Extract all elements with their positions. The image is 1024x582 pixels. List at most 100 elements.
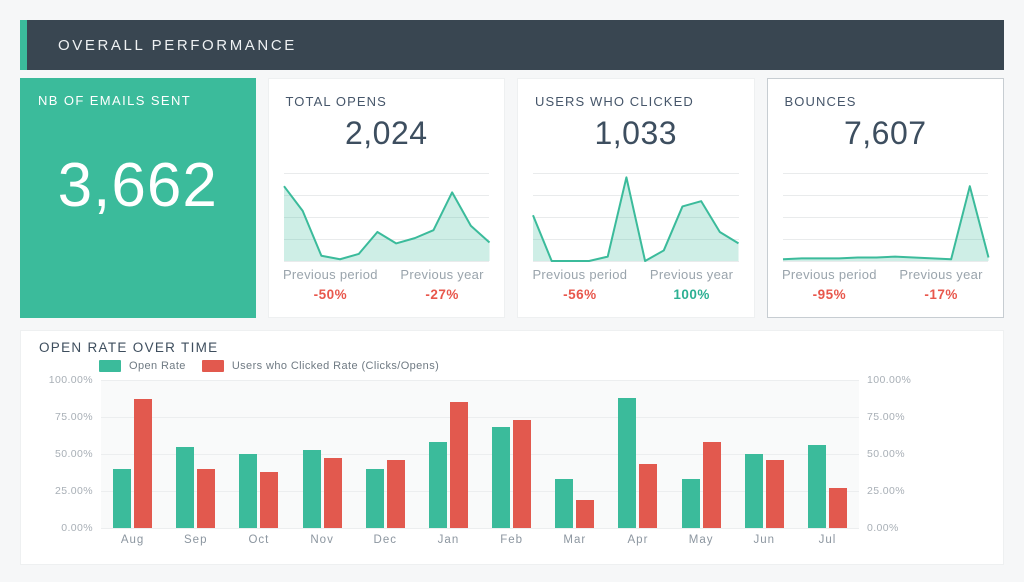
- y-tick: 0.00%: [61, 522, 93, 534]
- sparkline-gridline: [782, 195, 988, 196]
- bar-jun-open-rate[interactable]: [744, 454, 763, 528]
- bar-dec-clicked-rate[interactable]: [386, 459, 405, 528]
- kpi-value: 3,662: [57, 151, 218, 220]
- previous-period-value: -50%: [313, 287, 348, 302]
- bar-nov-open-rate[interactable]: [302, 449, 321, 528]
- kpi-comparison: Previous period -56% Previous year 100%: [524, 267, 748, 302]
- x-axis: Aug Sep Oct Nov Dec Jan Feb Mar Apr May Jun Jul: [101, 534, 859, 546]
- previous-period-label: Previous period: [282, 267, 378, 282]
- previous-year-value: 100%: [673, 287, 710, 302]
- bar-feb-clicked-rate[interactable]: [513, 419, 532, 528]
- bar-group-jan: [417, 380, 480, 528]
- kpi-card-emails-sent[interactable]: NB OF EMAILS SENT 3,662: [20, 78, 256, 318]
- kpi-card-users-clicked[interactable]: USERS WHO CLICKED 1,033 Previous period …: [517, 78, 755, 318]
- previous-period-block: Previous period -56%: [524, 267, 636, 302]
- bar-group-nov: [291, 380, 354, 528]
- bar-group-mar: [543, 380, 606, 528]
- bar-mar-clicked-rate[interactable]: [576, 499, 595, 528]
- sparkline-gridline: [533, 195, 739, 196]
- y-tick: 25.00%: [867, 485, 906, 497]
- previous-year-label: Previous year: [400, 267, 484, 282]
- x-tick-dec: Dec: [373, 534, 397, 546]
- bar-sep-clicked-rate[interactable]: [197, 468, 216, 528]
- bar-group-jul: [796, 380, 859, 528]
- sparkline-gridline: [782, 217, 988, 218]
- kpi-value: 1,033: [594, 115, 678, 151]
- kpi-card-total-opens[interactable]: TOTAL OPENS 2,024 Previous period -50% P…: [267, 78, 505, 318]
- sparkline-gridline: [283, 239, 489, 240]
- open-rate-chart-card[interactable]: OPEN RATE OVER TIME Open Rate Users who C…: [20, 330, 1004, 565]
- bar-may-clicked-rate[interactable]: [702, 442, 721, 528]
- previous-year-label: Previous year: [899, 267, 983, 282]
- y-axis-right: 100.00% 75.00% 50.00% 25.00% 0.00%: [867, 374, 947, 534]
- y-axis-left: 100.00% 75.00% 50.00% 25.00% 0.00%: [21, 374, 93, 534]
- previous-period-block: Previous period -50%: [275, 267, 387, 302]
- bar-mar-open-rate[interactable]: [555, 479, 574, 528]
- kpi-cards-row: NB OF EMAILS SENT 3,662 TOTAL OPENS 2,02…: [20, 78, 1004, 318]
- legend-swatch: [99, 360, 121, 372]
- kpi-title: TOTAL OPENS: [285, 94, 387, 109]
- bar-apr-open-rate[interactable]: [618, 397, 637, 528]
- bar-sep-open-rate[interactable]: [176, 446, 195, 528]
- section-title: OVERALL PERFORMANCE: [58, 36, 297, 54]
- bar-oct-open-rate[interactable]: [239, 454, 258, 528]
- legend-item-clicked-rate[interactable]: Users who Clicked Rate (Clicks/Opens): [201, 360, 440, 372]
- x-tick-jun: Jun: [753, 534, 776, 546]
- bar-jun-clicked-rate[interactable]: [765, 459, 784, 528]
- bar-feb-open-rate[interactable]: [492, 427, 511, 528]
- previous-year-block: Previous year -17%: [885, 267, 997, 302]
- bar-group-oct: [227, 380, 290, 528]
- plot-gridline: [101, 417, 859, 418]
- kpi-title: USERS WHO CLICKED: [535, 94, 694, 109]
- bar-jan-open-rate[interactable]: [428, 442, 447, 528]
- sparkline-chart: [283, 173, 490, 262]
- bar-group-jun: [733, 380, 796, 528]
- bar-aug-clicked-rate[interactable]: [134, 399, 153, 528]
- previous-period-value: -95%: [812, 287, 847, 302]
- bar-aug-open-rate[interactable]: [113, 468, 132, 528]
- y-tick: 0.00%: [867, 522, 899, 534]
- legend-label: Open Rate: [129, 360, 186, 372]
- kpi-card-bounces[interactable]: BOUNCES 7,607 Previous period -95% Previ…: [766, 78, 1004, 318]
- bar-group-dec: [354, 380, 417, 528]
- kpi-title: BOUNCES: [784, 94, 857, 109]
- previous-period-value: -56%: [563, 287, 597, 302]
- bar-group-feb: [480, 380, 543, 528]
- x-tick-nov: Nov: [310, 534, 334, 546]
- legend-label: Users who Clicked Rate (Clicks/Opens): [231, 360, 440, 372]
- y-tick: 100.00%: [48, 374, 93, 386]
- sparkline-gridline: [533, 239, 739, 240]
- bar-groups: [101, 380, 859, 528]
- previous-year-block: Previous year -27%: [386, 267, 498, 302]
- sparkline-gridline: [782, 173, 988, 174]
- sparkline-chart: [782, 173, 989, 262]
- sparkline-gridline: [533, 261, 739, 262]
- bar-may-open-rate[interactable]: [681, 479, 700, 528]
- plot-gridline: [101, 454, 859, 455]
- sparkline-gridline: [533, 173, 739, 174]
- legend-item-open-rate[interactable]: Open Rate: [99, 360, 186, 372]
- bar-group-apr: [606, 380, 669, 528]
- bar-apr-clicked-rate[interactable]: [639, 464, 658, 528]
- previous-year-label: Previous year: [649, 267, 734, 282]
- y-tick: 50.00%: [54, 448, 93, 460]
- bar-dec-open-rate[interactable]: [365, 468, 384, 528]
- previous-period-block: Previous period -95%: [774, 267, 886, 302]
- x-tick-feb: Feb: [500, 534, 524, 546]
- plot-gridline: [101, 491, 859, 492]
- x-tick-oct: Oct: [248, 534, 270, 546]
- y-tick: 25.00%: [54, 485, 93, 497]
- sparkline-gridline: [782, 239, 988, 240]
- x-tick-aug: Aug: [120, 534, 145, 546]
- kpi-value: 2,024: [344, 115, 428, 151]
- bar-group-aug: [101, 380, 164, 528]
- bar-nov-clicked-rate[interactable]: [323, 458, 342, 528]
- bar-jul-clicked-rate[interactable]: [828, 488, 847, 528]
- y-tick: 75.00%: [54, 411, 93, 423]
- bar-jan-clicked-rate[interactable]: [449, 402, 468, 528]
- x-tick-sep: Sep: [184, 534, 208, 546]
- sparkline-gridline: [283, 261, 489, 262]
- bar-oct-clicked-rate[interactable]: [260, 471, 279, 528]
- x-tick-may: May: [688, 534, 714, 546]
- bar-jul-open-rate[interactable]: [807, 445, 826, 528]
